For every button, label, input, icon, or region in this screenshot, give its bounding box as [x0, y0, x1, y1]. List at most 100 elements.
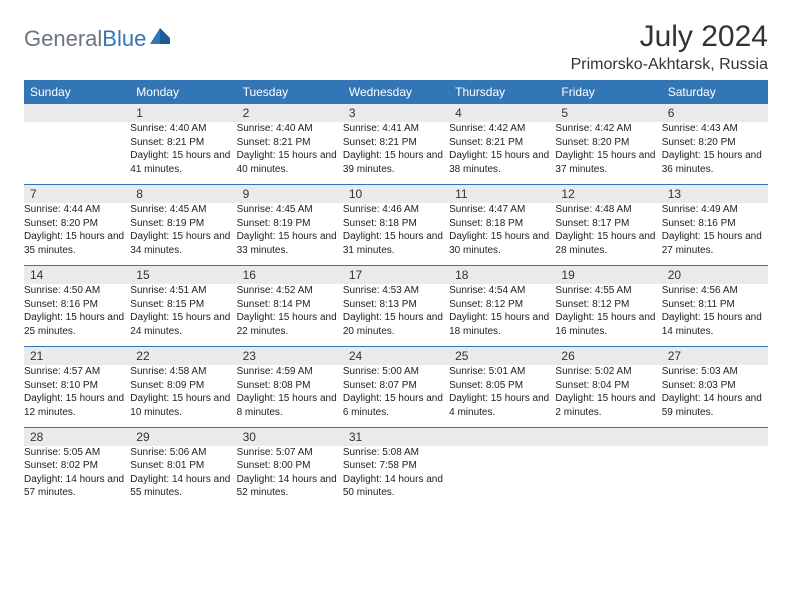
daynum-row: 21222324252627: [24, 346, 768, 365]
daynum-cell: 13: [662, 184, 768, 203]
day-header: Friday: [555, 81, 661, 104]
detail-cell: Sunrise: 4:42 AMSunset: 8:20 PMDaylight:…: [555, 122, 661, 184]
sunset-text: Sunset: 8:08 PM: [237, 379, 343, 393]
sunset-text: Sunset: 8:13 PM: [343, 298, 449, 312]
daynum-cell: 28: [24, 427, 130, 446]
detail-cell: Sunrise: 4:54 AMSunset: 8:12 PMDaylight:…: [449, 284, 555, 346]
sunrise-text: Sunrise: 4:40 AM: [130, 122, 236, 136]
sunrise-text: Sunrise: 4:58 AM: [130, 365, 236, 379]
sunset-text: Sunset: 8:21 PM: [237, 136, 343, 150]
sunset-text: Sunset: 8:11 PM: [662, 298, 768, 312]
daylight-text: Daylight: 15 hours and 18 minutes.: [449, 311, 555, 338]
sunset-text: Sunset: 8:04 PM: [555, 379, 661, 393]
daynum-cell: 6: [662, 104, 768, 123]
daylight-text: Daylight: 15 hours and 41 minutes.: [130, 149, 236, 176]
sunset-text: Sunset: 8:02 PM: [24, 459, 130, 473]
sunrise-text: Sunrise: 4:52 AM: [237, 284, 343, 298]
daylight-text: Daylight: 15 hours and 12 minutes.: [24, 392, 130, 419]
daynum-cell: [555, 427, 661, 446]
sunrise-text: Sunrise: 4:42 AM: [449, 122, 555, 136]
sunrise-text: Sunrise: 4:49 AM: [662, 203, 768, 217]
day-number: 16: [237, 266, 343, 284]
sunrise-text: Sunrise: 5:02 AM: [555, 365, 661, 379]
sunset-text: Sunset: 8:21 PM: [449, 136, 555, 150]
brand-logo: GeneralBlue: [24, 26, 172, 52]
detail-cell: Sunrise: 5:05 AMSunset: 8:02 PMDaylight:…: [24, 446, 130, 508]
daynum-cell: 8: [130, 184, 236, 203]
title-block: July 2024 Primorsko-Akhtarsk, Russia: [571, 20, 768, 74]
daynum-cell: 24: [343, 346, 449, 365]
daynum-cell: 7: [24, 184, 130, 203]
daylight-text: Daylight: 15 hours and 36 minutes.: [662, 149, 768, 176]
sunset-text: Sunset: 8:18 PM: [343, 217, 449, 231]
day-header-row: Sunday Monday Tuesday Wednesday Thursday…: [24, 81, 768, 104]
day-header: Saturday: [662, 81, 768, 104]
daylight-text: Daylight: 15 hours and 25 minutes.: [24, 311, 130, 338]
daynum-cell: 17: [343, 265, 449, 284]
daylight-text: Daylight: 14 hours and 50 minutes.: [343, 473, 449, 500]
daylight-text: Daylight: 15 hours and 28 minutes.: [555, 230, 661, 257]
daynum-cell: 2: [237, 104, 343, 123]
sunrise-text: Sunrise: 4:46 AM: [343, 203, 449, 217]
calendar-body: 123456Sunrise: 4:40 AMSunset: 8:21 PMDay…: [24, 104, 768, 508]
sunrise-text: Sunrise: 4:56 AM: [662, 284, 768, 298]
month-title: July 2024: [571, 20, 768, 54]
sunset-text: Sunset: 8:12 PM: [449, 298, 555, 312]
detail-cell: [662, 446, 768, 508]
sunset-text: Sunset: 8:20 PM: [24, 217, 130, 231]
daynum-cell: 26: [555, 346, 661, 365]
detail-cell: Sunrise: 4:45 AMSunset: 8:19 PMDaylight:…: [237, 203, 343, 265]
sunset-text: Sunset: 8:14 PM: [237, 298, 343, 312]
detail-cell: Sunrise: 4:50 AMSunset: 8:16 PMDaylight:…: [24, 284, 130, 346]
sunset-text: Sunset: 8:05 PM: [449, 379, 555, 393]
day-header: Tuesday: [237, 81, 343, 104]
daylight-text: Daylight: 15 hours and 20 minutes.: [343, 311, 449, 338]
daynum-cell: 22: [130, 346, 236, 365]
daylight-text: Daylight: 15 hours and 37 minutes.: [555, 149, 661, 176]
sunrise-text: Sunrise: 5:06 AM: [130, 446, 236, 460]
detail-cell: [24, 122, 130, 184]
day-number: 20: [662, 266, 768, 284]
detail-cell: Sunrise: 5:03 AMSunset: 8:03 PMDaylight:…: [662, 365, 768, 427]
daynum-cell: 18: [449, 265, 555, 284]
day-number: [449, 428, 555, 446]
daynum-cell: 20: [662, 265, 768, 284]
sunrise-text: Sunrise: 5:03 AM: [662, 365, 768, 379]
day-number: 3: [343, 104, 449, 122]
daynum-cell: 19: [555, 265, 661, 284]
sunset-text: Sunset: 8:20 PM: [555, 136, 661, 150]
sunrise-text: Sunrise: 4:51 AM: [130, 284, 236, 298]
detail-cell: Sunrise: 4:55 AMSunset: 8:12 PMDaylight:…: [555, 284, 661, 346]
daylight-text: Daylight: 15 hours and 39 minutes.: [343, 149, 449, 176]
day-number: 26: [555, 347, 661, 365]
daylight-text: Daylight: 15 hours and 34 minutes.: [130, 230, 236, 257]
sunset-text: Sunset: 8:10 PM: [24, 379, 130, 393]
daylight-text: Daylight: 15 hours and 27 minutes.: [662, 230, 768, 257]
daynum-row: 78910111213: [24, 184, 768, 203]
page-header: GeneralBlue July 2024 Primorsko-Akhtarsk…: [24, 20, 768, 74]
day-header: Wednesday: [343, 81, 449, 104]
daylight-text: Daylight: 14 hours and 55 minutes.: [130, 473, 236, 500]
sunrise-text: Sunrise: 4:57 AM: [24, 365, 130, 379]
daylight-text: Daylight: 15 hours and 31 minutes.: [343, 230, 449, 257]
location-label: Primorsko-Akhtarsk, Russia: [571, 56, 768, 74]
day-number: 5: [555, 104, 661, 122]
sunrise-text: Sunrise: 4:40 AM: [237, 122, 343, 136]
day-number: 15: [130, 266, 236, 284]
daynum-cell: [24, 104, 130, 123]
detail-cell: Sunrise: 4:49 AMSunset: 8:16 PMDaylight:…: [662, 203, 768, 265]
day-number: 24: [343, 347, 449, 365]
daynum-row: 123456: [24, 104, 768, 123]
sunrise-text: Sunrise: 4:55 AM: [555, 284, 661, 298]
daynum-cell: 12: [555, 184, 661, 203]
detail-cell: Sunrise: 5:06 AMSunset: 8:01 PMDaylight:…: [130, 446, 236, 508]
day-number: 2: [237, 104, 343, 122]
sunset-text: Sunset: 8:00 PM: [237, 459, 343, 473]
daylight-text: Daylight: 15 hours and 6 minutes.: [343, 392, 449, 419]
sunrise-text: Sunrise: 4:42 AM: [555, 122, 661, 136]
sunrise-text: Sunrise: 4:53 AM: [343, 284, 449, 298]
sunset-text: Sunset: 8:19 PM: [237, 217, 343, 231]
day-number: 6: [662, 104, 768, 122]
detail-cell: Sunrise: 4:44 AMSunset: 8:20 PMDaylight:…: [24, 203, 130, 265]
sunrise-text: Sunrise: 4:45 AM: [130, 203, 236, 217]
